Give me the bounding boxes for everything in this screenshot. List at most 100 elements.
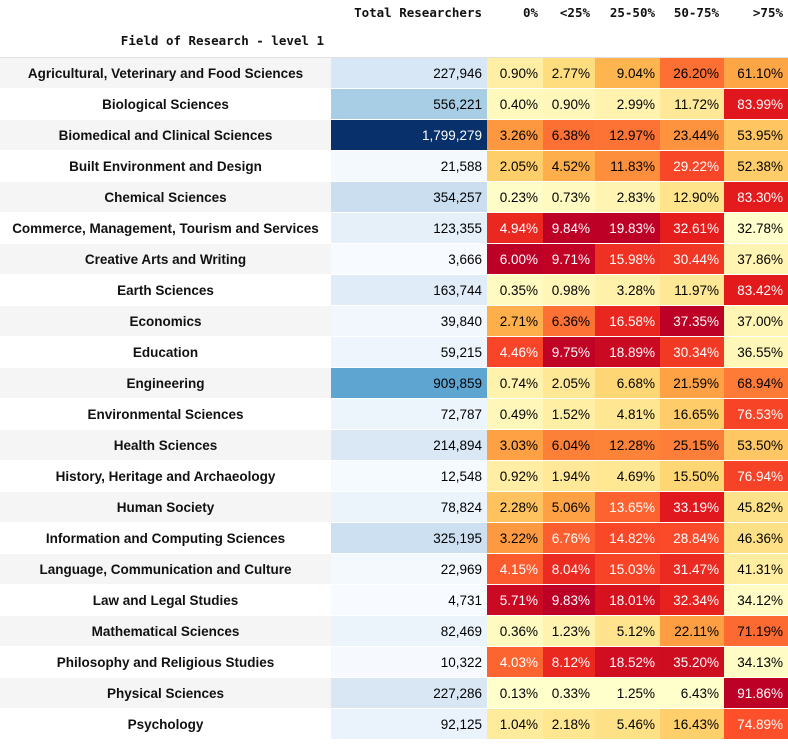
pct-lt25-cell: 9.84% [543,212,595,244]
pct-gt75-cell: 46.36% [724,522,788,554]
pct-gt75-cell: 34.13% [724,646,788,678]
pct-gt75-cell: 61.10% [724,57,788,89]
table-row: Earth Sciences 163,744 0.35% 0.98% 3.28% 11.9… [0,274,788,306]
total-researchers-cell: 325,195 [331,522,487,554]
table-row: Creative Arts and Writing 3,666 6.00% 9.71%… [0,243,788,275]
pct-0-cell: 0.49% [487,398,543,430]
pct-50-75-cell: 16.43% [660,708,724,739]
table-row: Language, Communication and Culture 22,96… [0,553,788,585]
pct-0-cell: 0.35% [487,274,543,306]
pct-25-50-cell: 15.98% [595,243,660,275]
pct-50-75-cell: 6.43% [660,677,724,709]
field-name-cell: Agricultural, Veterinary and Food Scienc… [0,57,331,89]
pct-50-75-cell: 11.97% [660,274,724,306]
col-header-total: Total Researchers [331,0,487,24]
pct-lt25-cell: 0.90% [543,88,595,120]
pct-0-cell: 4.46% [487,336,543,368]
pct-lt25-cell: 2.77% [543,57,595,89]
pct-lt25-cell: 9.71% [543,243,595,275]
field-name-cell: Engineering [0,367,331,399]
pct-0-cell: 4.03% [487,646,543,678]
pct-gt75-cell: 83.42% [724,274,788,306]
table-row: Philosophy and Religious Studies 10,322 4.… [0,646,788,678]
pct-lt25-cell: 9.75% [543,336,595,368]
pct-25-50-cell: 2.99% [595,88,660,120]
col-header-gt75: >75% [724,0,788,24]
pct-gt75-cell: 83.99% [724,88,788,120]
pct-gt75-cell: 53.50% [724,429,788,461]
index-header: Field of Research - level 1 [0,24,331,58]
field-name-cell: Mathematical Sciences [0,615,331,647]
pct-50-75-cell: 37.35% [660,305,724,337]
table-row: Psychology 92,125 1.04% 2.18% 5.46% 16.43% 74.… [0,708,788,739]
pct-50-75-cell: 15.50% [660,460,724,492]
field-name-cell: Philosophy and Religious Studies [0,646,331,678]
table-row: Environmental Sciences 72,787 0.49% 1.52% 4.… [0,398,788,430]
pct-lt25-cell: 6.76% [543,522,595,554]
pct-0-cell: 0.23% [487,181,543,213]
pct-50-75-cell: 35.20% [660,646,724,678]
pct-lt25-cell: 5.06% [543,491,595,523]
total-researchers-cell: 72,787 [331,398,487,430]
pct-25-50-cell: 15.03% [595,553,660,585]
index-header-blank [543,24,595,58]
pct-lt25-cell: 8.04% [543,553,595,585]
pct-0-cell: 0.90% [487,57,543,89]
pct-25-50-cell: 11.83% [595,150,660,182]
table-row: Information and Computing Sciences 325,19… [0,522,788,554]
blank-header-cell [0,0,331,24]
pct-25-50-cell: 18.52% [595,646,660,678]
field-name-cell: Law and Legal Studies [0,584,331,616]
column-header-row: Total Researchers 0% <25% 25-50% 50-75% … [0,0,788,24]
pct-lt25-cell: 2.18% [543,708,595,739]
total-researchers-cell: 163,744 [331,274,487,306]
total-researchers-cell: 21,588 [331,150,487,182]
pct-lt25-cell: 4.52% [543,150,595,182]
pct-25-50-cell: 3.28% [595,274,660,306]
field-name-cell: Earth Sciences [0,274,331,306]
index-header-blank [331,24,487,58]
table-row: Biological Sciences 556,221 0.40% 0.90% 2.99… [0,88,788,120]
pct-gt75-cell: 37.00% [724,305,788,337]
pct-lt25-cell: 0.73% [543,181,595,213]
pct-25-50-cell: 18.89% [595,336,660,368]
pct-0-cell: 1.04% [487,708,543,739]
pct-lt25-cell: 1.52% [543,398,595,430]
field-name-cell: Creative Arts and Writing [0,243,331,275]
total-researchers-cell: 214,894 [331,429,487,461]
pct-50-75-cell: 31.47% [660,553,724,585]
field-name-cell: Built Environment and Design [0,150,331,182]
pct-0-cell: 4.15% [487,553,543,585]
pct-25-50-cell: 18.01% [595,584,660,616]
total-researchers-cell: 227,946 [331,57,487,89]
field-name-cell: Biomedical and Clinical Sciences [0,119,331,151]
index-header-row: Field of Research - level 1 [0,24,788,58]
pct-gt75-cell: 83.30% [724,181,788,213]
pct-0-cell: 4.94% [487,212,543,244]
pct-gt75-cell: 76.94% [724,460,788,492]
pct-25-50-cell: 6.68% [595,367,660,399]
table-row: Mathematical Sciences 82,469 0.36% 1.23% 5.1… [0,615,788,647]
table-body: Agricultural, Veterinary and Food Scienc… [0,57,788,739]
col-header-25-50: 25-50% [595,0,660,24]
total-researchers-cell: 22,969 [331,553,487,585]
pct-0-cell: 2.28% [487,491,543,523]
pct-0-cell: 0.40% [487,88,543,120]
total-researchers-cell: 1,799,279 [331,119,487,151]
pct-25-50-cell: 5.46% [595,708,660,739]
total-researchers-cell: 92,125 [331,708,487,739]
pct-25-50-cell: 9.04% [595,57,660,89]
field-name-cell: Biological Sciences [0,88,331,120]
index-header-blank [595,24,660,58]
table-row: Engineering 909,859 0.74% 2.05% 6.68% 21.59% 6… [0,367,788,399]
pct-gt75-cell: 45.82% [724,491,788,523]
pct-gt75-cell: 74.89% [724,708,788,739]
pct-0-cell: 0.92% [487,460,543,492]
pct-50-75-cell: 25.15% [660,429,724,461]
total-researchers-cell: 123,355 [331,212,487,244]
pct-gt75-cell: 36.55% [724,336,788,368]
total-researchers-cell: 354,257 [331,181,487,213]
field-name-cell: Education [0,336,331,368]
pct-50-75-cell: 16.65% [660,398,724,430]
